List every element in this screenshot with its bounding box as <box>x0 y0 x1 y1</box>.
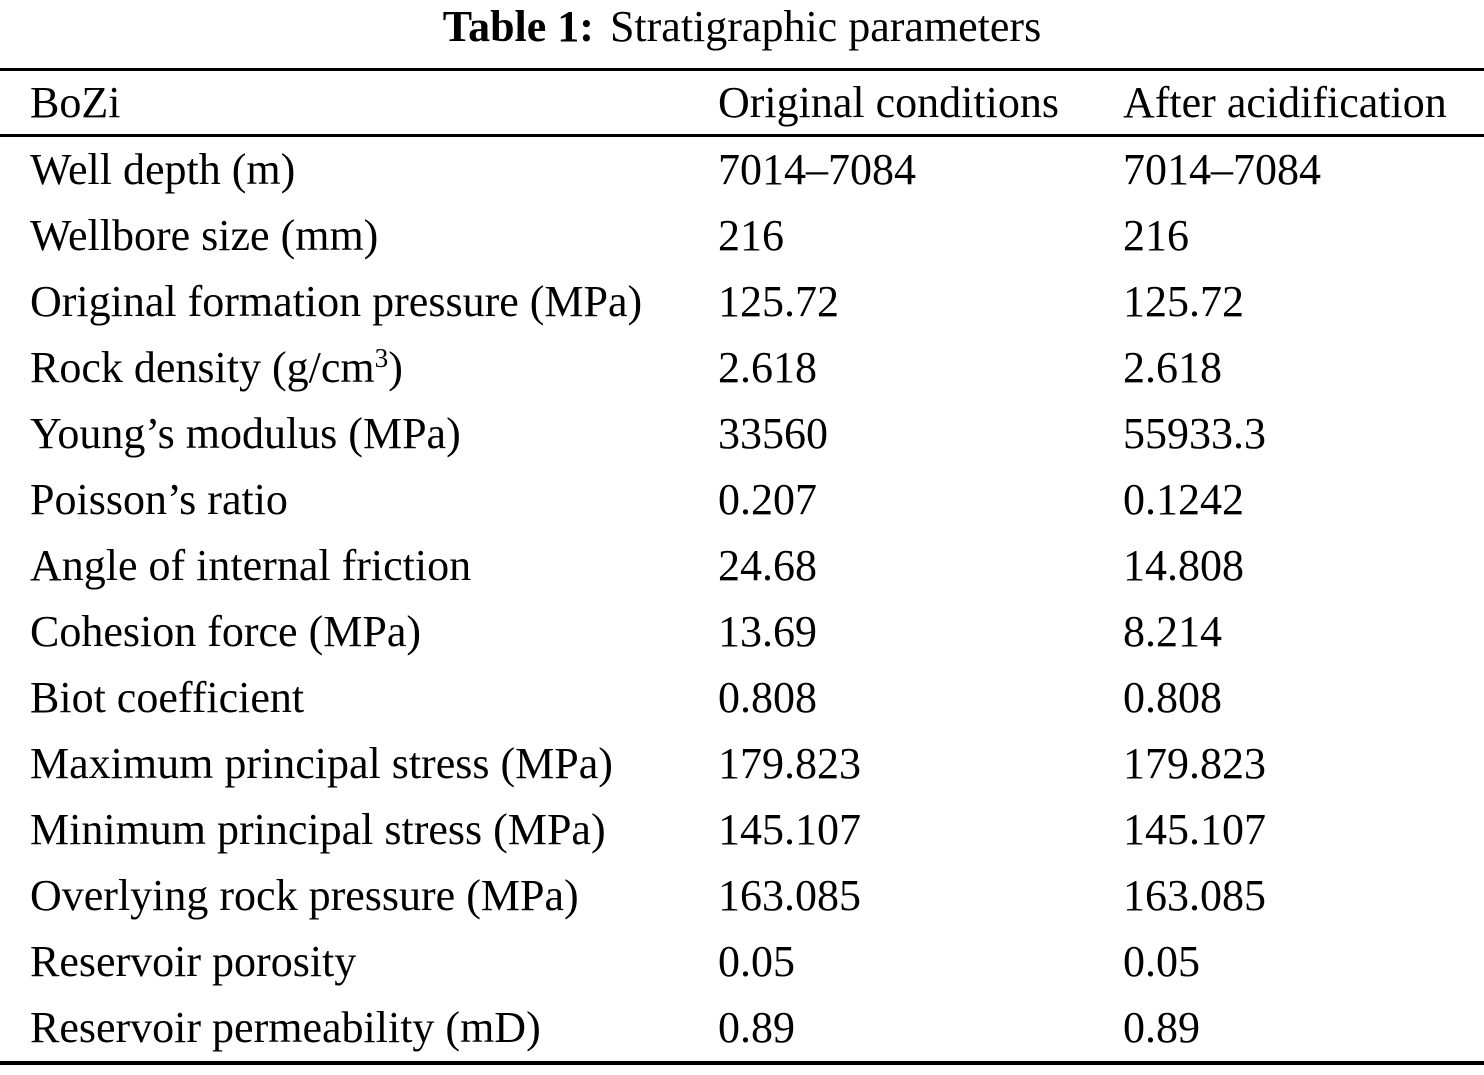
table-row: Young’s modulus (MPa) 33560 55933.3 <box>0 401 1484 467</box>
parameter-label: Maximum principal stress (MPa) <box>30 739 613 788</box>
parameter-label: Poisson’s ratio <box>30 475 288 524</box>
parameter-label: Biot coefficient <box>30 673 305 722</box>
acidified-value-cell: 0.808 <box>1123 673 1222 722</box>
acidified-value-cell: 55933.3 <box>1123 409 1266 458</box>
original-value-cell: 13.69 <box>718 607 817 656</box>
parameter-cell: Well depth (m) <box>0 136 718 204</box>
acidified-value-cell: 7014–7084 <box>1123 145 1321 194</box>
parameter-label: Cohesion force (MPa) <box>30 607 422 656</box>
parameter-cell: Angle of internal friction <box>0 533 718 599</box>
acidified-value-cell: 216 <box>1123 211 1189 260</box>
table-caption-number: Table 1: <box>442 2 594 51</box>
original-value-cell: 0.89 <box>718 1003 795 1052</box>
table-row: Rock density (g/cm3) 2.618 2.618 <box>0 335 1484 401</box>
original-value-cell: 163.085 <box>718 871 861 920</box>
original-value-cell: 2.618 <box>718 343 817 392</box>
parameter-label-tail: ) <box>388 343 403 392</box>
table-row: Reservoir permeability (mD) 0.89 0.89 <box>0 995 1484 1063</box>
table-row: Well depth (m) 7014–7084 7014–7084 <box>0 136 1484 204</box>
parameter-cell: Cohesion force (MPa) <box>0 599 718 665</box>
acidified-value-cell: 14.808 <box>1123 541 1244 590</box>
original-value-cell: 33560 <box>718 409 828 458</box>
column-header-original-conditions: Original conditions <box>718 69 1123 137</box>
acidified-value-cell: 163.085 <box>1123 871 1266 920</box>
original-value-cell: 0.05 <box>718 937 795 986</box>
acidified-value-cell: 0.89 <box>1123 1003 1200 1052</box>
parameter-cell: Wellbore size (mm) <box>0 203 718 269</box>
parameter-cell: Young’s modulus (MPa) <box>0 401 718 467</box>
parameter-cell: Poisson’s ratio <box>0 467 718 533</box>
original-value-cell: 125.72 <box>718 277 839 326</box>
acidified-value-cell: 145.107 <box>1123 805 1266 854</box>
table-row: Poisson’s ratio 0.207 0.1242 <box>0 467 1484 533</box>
parameter-label: Reservoir porosity <box>30 937 357 986</box>
table-row: Original formation pressure (MPa) 125.72… <box>0 269 1484 335</box>
table-row: Overlying rock pressure (MPa) 163.085 16… <box>0 863 1484 929</box>
original-value-cell: 0.808 <box>718 673 817 722</box>
parameter-cell: Biot coefficient <box>0 665 718 731</box>
parameter-cell: Minimum principal stress (MPa) <box>0 797 718 863</box>
parameter-label: Rock density (g/cm <box>30 343 375 392</box>
original-value-cell: 145.107 <box>718 805 861 854</box>
parameter-cell: Reservoir permeability (mD) <box>0 995 718 1063</box>
acidified-value-cell: 2.618 <box>1123 343 1222 392</box>
parameter-label: Overlying rock pressure (MPa) <box>30 871 579 920</box>
table-row: Maximum principal stress (MPa) 179.823 1… <box>0 731 1484 797</box>
parameter-label: Reservoir permeability (mD) <box>30 1003 541 1052</box>
acidified-value-cell: 8.214 <box>1123 607 1222 656</box>
parameter-cell: Maximum principal stress (MPa) <box>0 731 718 797</box>
table-row: Minimum principal stress (MPa) 145.107 1… <box>0 797 1484 863</box>
parameter-label: Angle of internal friction <box>30 541 472 590</box>
original-value-cell: 216 <box>718 211 784 260</box>
table-caption: Table 1: Stratigraphic parameters <box>0 0 1484 50</box>
original-value-cell: 179.823 <box>718 739 861 788</box>
table-row: Cohesion force (MPa) 13.69 8.214 <box>0 599 1484 665</box>
original-value-cell: 0.207 <box>718 475 817 524</box>
parameter-superscript: 3 <box>374 343 389 373</box>
header-row: BoZi Original conditions After acidifica… <box>0 69 1484 137</box>
parameter-label: Young’s modulus (MPa) <box>30 409 461 458</box>
column-header-after-acidification: After acidification <box>1123 69 1484 137</box>
acidified-value-cell: 0.1242 <box>1123 475 1244 524</box>
table-row: Angle of internal friction 24.68 14.808 <box>0 533 1484 599</box>
acidified-value-cell: 179.823 <box>1123 739 1266 788</box>
parameter-label: Wellbore size (mm) <box>30 211 379 260</box>
parameter-label: Original formation pressure (MPa) <box>30 277 643 326</box>
table-row: Reservoir porosity 0.05 0.05 <box>0 929 1484 995</box>
parameter-cell: Overlying rock pressure (MPa) <box>0 863 718 929</box>
original-value-cell: 7014–7084 <box>718 145 916 194</box>
table-row: Wellbore size (mm) 216 216 <box>0 203 1484 269</box>
parameter-cell: Reservoir porosity <box>0 929 718 995</box>
parameter-cell: Rock density (g/cm3) <box>0 335 718 401</box>
parameter-label: Well depth (m) <box>30 145 296 194</box>
acidified-value-cell: 0.05 <box>1123 937 1200 986</box>
table-row: Biot coefficient 0.808 0.808 <box>0 665 1484 731</box>
parameter-cell: Original formation pressure (MPa) <box>0 269 718 335</box>
parameter-label: Minimum principal stress (MPa) <box>30 805 606 854</box>
stratigraphic-parameters-table: BoZi Original conditions After acidifica… <box>0 68 1484 1065</box>
table-caption-title: Stratigraphic parameters <box>609 2 1042 51</box>
acidified-value-cell: 125.72 <box>1123 277 1244 326</box>
column-header-bozi: BoZi <box>0 69 718 137</box>
original-value-cell: 24.68 <box>718 541 817 590</box>
